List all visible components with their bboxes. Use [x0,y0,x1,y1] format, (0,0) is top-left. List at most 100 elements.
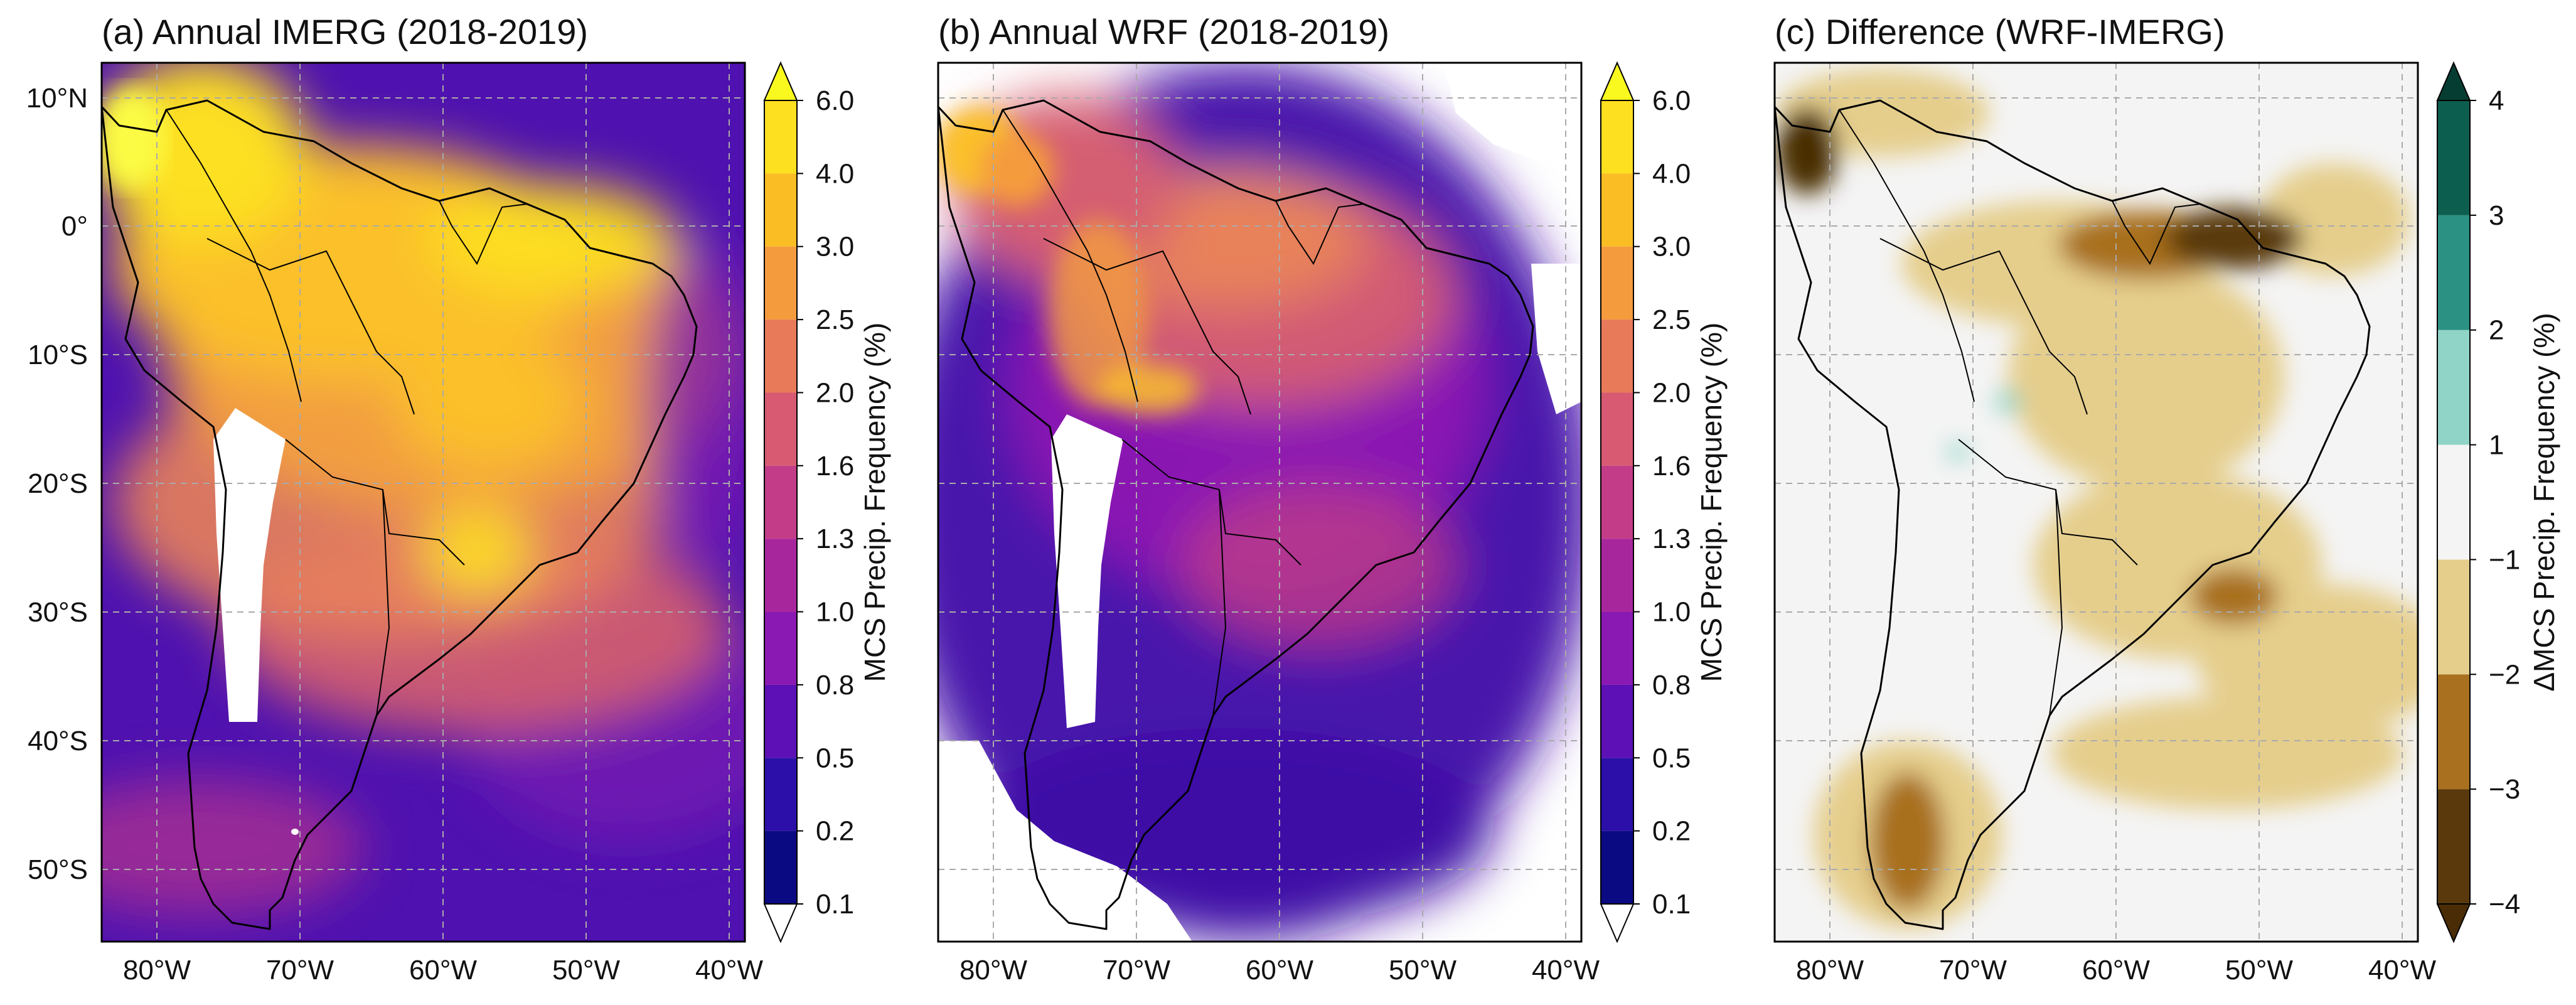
panel-c-colorbar: −4 −3 −2 −1 1 2 3 4 ΔMCS Precip. Frequency (%) [2436,61,2560,943]
panel-c-field [1775,63,2418,942]
colorbar-segment [1601,465,1633,539]
colorbar-segment [2437,444,2470,560]
panel-b: (b) Annual WRF (2018-2019) [937,12,1728,986]
y-tick-label: 50°S [28,854,88,885]
colorbar-level-label: 4 [2489,85,2504,116]
colorbar-level-label: 6.0 [816,85,854,116]
colorbar-level-label: 2.0 [1652,377,1691,408]
colorbar-segment [1601,392,1633,466]
colorbar-level-label: 1.6 [1652,451,1691,481]
panel-a-field [102,63,745,942]
colorbar-title: MCS Precip. Frequency (%) [858,323,891,682]
x-tick-label: 50°W [552,955,621,986]
colorbar-segment [1601,830,1633,904]
colorbar-level-label: 1.3 [1652,524,1691,554]
panel-b-field [938,63,1581,942]
colorbar-segment [764,830,797,904]
colorbar-level-label: 6.0 [1652,85,1691,116]
colorbar-segment [1601,100,1633,174]
colorbar-frame [764,100,798,905]
colorbar-segment [1601,758,1633,831]
colorbar-segment [2437,330,2470,445]
colorbar-segment [764,320,797,393]
panel-c-title: (c) Difference (WRF-IMERG) [1775,12,2225,51]
x-tick-label: 70°W [266,955,334,986]
x-tick-label: 80°W [123,955,191,986]
panel-b-xticks: 80°W 70°W 60°W 50°W 40°W [959,955,1600,986]
colorbar-level-label: −3 [2489,774,2520,805]
colorbar-segment [1601,539,1633,612]
x-tick-label: 70°W [1103,955,1171,986]
y-tick-label: 30°S [28,597,88,628]
colorbar-level-label: 4.0 [1652,158,1691,189]
colorbar-level-label: −2 [2489,659,2520,690]
panel-c-frame [1773,62,2419,943]
colorbar-level-label: 0.2 [816,816,854,847]
colorbar-level-label: 2 [2489,315,2504,346]
colorbar-extend-under [763,903,798,943]
panel-c-coastline [1775,99,2371,930]
colorbar-frame [2437,100,2471,905]
colorbar-level-label: 0.5 [1652,743,1691,773]
colorbar-extend-under [2436,903,2471,943]
colorbar-segment [1601,684,1633,758]
colorbar-level-label: 0.5 [816,743,854,773]
colorbar-level-label: 1.0 [1652,597,1691,628]
x-tick-label: 60°W [2082,955,2151,986]
y-tick-label: 10°N [26,83,88,114]
x-tick-label: 60°W [1246,955,1314,986]
x-tick-label: 40°W [695,955,764,986]
colorbar-extend-over [2436,61,2471,101]
colorbar-segment [1601,611,1633,685]
colorbar-frame [1600,100,1634,905]
y-tick-label: 0° [61,211,88,242]
colorbar-title: MCS Precip. Frequency (%) [1695,323,1728,682]
colorbar-extend-over [763,61,798,101]
colorbar-segment [1601,246,1633,320]
y-tick-label: 40°S [28,726,88,756]
colorbar-segment [1601,173,1633,247]
panel-c-xticks: 80°W 70°W 60°W 50°W 40°W [1796,955,2437,986]
colorbar-segment [764,758,797,831]
colorbar-segment [764,684,797,758]
colorbar-segment [764,173,797,247]
x-tick-label: 60°W [409,955,478,986]
y-tick-label: 20°S [28,468,88,499]
colorbar-segment [1601,320,1633,393]
colorbar-segment [2437,674,2470,790]
colorbar-level-label: 1.3 [816,524,854,554]
panel-a-frame [100,62,746,943]
colorbar-level-label: 2.0 [816,377,854,408]
panel-c-gridlines [1775,63,2418,942]
colorbar-level-label: 2.5 [816,304,854,335]
panel-a-gridlines [102,63,745,942]
colorbar-extend-under [1600,903,1635,943]
x-tick-label: 40°W [1532,955,1600,986]
x-tick-label: 80°W [959,955,1028,986]
panel-a: (a) Annual IMERG (2018-2019) [26,12,891,986]
colorbar-level-label: 0.2 [1652,816,1691,847]
colorbar-level-label: 0.1 [816,889,854,920]
colorbar-level-label: 1 [2489,430,2504,461]
colorbar-extend-over [1600,61,1635,101]
colorbar-level-label: 0.8 [816,670,854,701]
panel-a-xticks: 80°W 70°W 60°W 50°W 40°W [123,955,764,986]
colorbar-level-label: −1 [2489,544,2520,575]
panel-a-colorbar: 0.1 0.2 0.5 0.8 1.0 1.3 1.6 2.0 2.5 3.0 4.0 6.0 MCS … [763,61,891,943]
x-tick-label: 40°W [2368,955,2437,986]
colorbar-segment [764,246,797,320]
panel-b-colorbar: 0.1 0.2 0.5 0.8 1.0 1.3 1.6 2.0 2.5 3.0 4.0 6.0 MCS … [1600,61,1728,943]
y-tick-label: 10°S [28,340,88,370]
panel-a-yticks: 10°N 0° 10°S 20°S 30°S 40°S 50°S [26,83,88,885]
panel-a-title: (a) Annual IMERG (2018-2019) [102,12,588,51]
panel-b-coastline [938,99,1534,930]
colorbar-level-label: 0.8 [1652,670,1691,701]
panel-c: (c) Difference (WRF-IMERG) [1773,12,2560,986]
panel-b-title: (b) Annual WRF (2018-2019) [938,12,1389,51]
colorbar-segment [764,539,797,612]
colorbar-level-label: 2.5 [1652,304,1691,335]
x-tick-label: 50°W [2225,955,2294,986]
colorbar-level-label: 3.0 [816,232,854,262]
colorbar-segment [764,392,797,466]
